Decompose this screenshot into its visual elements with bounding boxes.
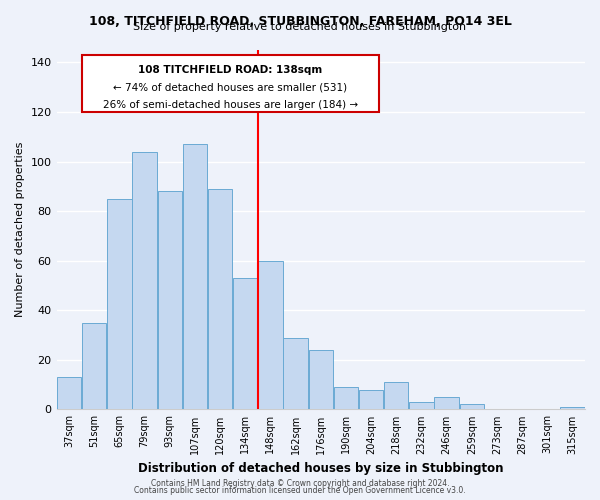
Text: 108 TITCHFIELD ROAD: 138sqm: 108 TITCHFIELD ROAD: 138sqm (138, 65, 322, 75)
Bar (208, 189, 232, 410)
Bar (258, 260, 283, 410)
Bar (233, 278, 257, 409)
Text: Contains HM Land Registry data © Crown copyright and database right 2024.: Contains HM Land Registry data © Crown c… (151, 478, 449, 488)
Text: ← 74% of detached houses are smaller (531): ← 74% of detached houses are smaller (53… (113, 82, 347, 92)
Y-axis label: Number of detached properties: Number of detached properties (15, 142, 25, 318)
Bar (560, 407, 584, 410)
Text: Contains public sector information licensed under the Open Government Licence v3: Contains public sector information licen… (134, 486, 466, 495)
Text: Size of property relative to detached houses in Stubbington: Size of property relative to detached ho… (133, 22, 467, 32)
Bar (384, 382, 409, 409)
Bar (409, 402, 434, 409)
Bar (57, 377, 82, 410)
Bar (460, 404, 484, 409)
FancyBboxPatch shape (82, 55, 379, 112)
Bar (82, 322, 106, 410)
Bar (308, 350, 333, 410)
Bar (434, 397, 459, 409)
Bar (183, 144, 207, 409)
Bar (107, 198, 131, 410)
Bar (334, 387, 358, 409)
Bar (133, 152, 157, 410)
Text: 26% of semi-detached houses are larger (184) →: 26% of semi-detached houses are larger (… (103, 100, 358, 110)
Bar (283, 338, 308, 409)
Bar (158, 192, 182, 410)
X-axis label: Distribution of detached houses by size in Stubbington: Distribution of detached houses by size … (138, 462, 503, 475)
Text: 108, TITCHFIELD ROAD, STUBBINGTON, FAREHAM, PO14 3EL: 108, TITCHFIELD ROAD, STUBBINGTON, FAREH… (89, 15, 511, 28)
Bar (359, 390, 383, 409)
